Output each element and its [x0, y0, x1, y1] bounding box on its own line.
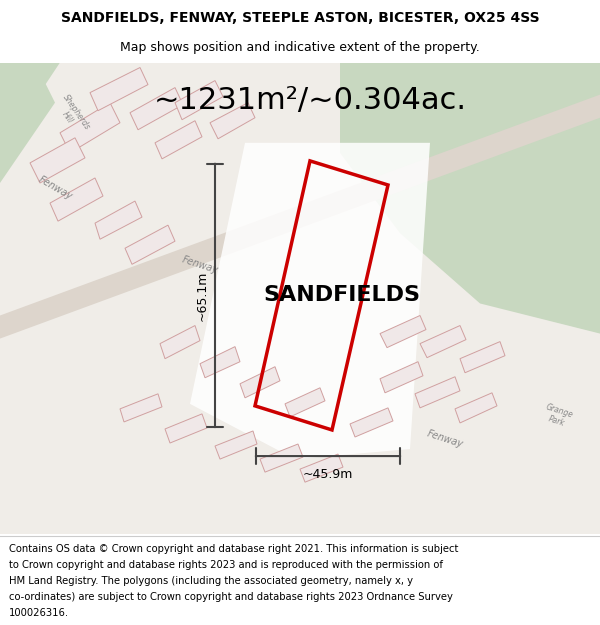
Polygon shape	[175, 81, 223, 120]
Polygon shape	[155, 121, 202, 159]
Polygon shape	[190, 143, 430, 459]
Text: co-ordinates) are subject to Crown copyright and database rights 2023 Ordnance S: co-ordinates) are subject to Crown copyr…	[9, 592, 453, 602]
Polygon shape	[415, 377, 460, 408]
Polygon shape	[215, 431, 257, 459]
Text: Fenway: Fenway	[36, 174, 74, 202]
Text: ~45.9m: ~45.9m	[303, 468, 353, 481]
Polygon shape	[125, 225, 175, 264]
Polygon shape	[60, 102, 120, 153]
Polygon shape	[455, 393, 497, 423]
Polygon shape	[30, 138, 85, 183]
Text: Grange
Park: Grange Park	[542, 402, 574, 429]
Text: ~1231m²/~0.304ac.: ~1231m²/~0.304ac.	[154, 86, 467, 115]
Polygon shape	[300, 454, 343, 482]
Polygon shape	[380, 362, 423, 393]
Text: Fenway: Fenway	[425, 429, 464, 449]
Polygon shape	[0, 62, 60, 153]
Text: Contains OS data © Crown copyright and database right 2021. This information is : Contains OS data © Crown copyright and d…	[9, 544, 458, 554]
Polygon shape	[200, 347, 240, 378]
Polygon shape	[380, 316, 426, 348]
Text: to Crown copyright and database rights 2023 and is reproduced with the permissio: to Crown copyright and database rights 2…	[9, 560, 443, 570]
Text: ~65.1m: ~65.1m	[196, 270, 209, 321]
Polygon shape	[95, 201, 142, 239]
Polygon shape	[0, 62, 55, 183]
Polygon shape	[260, 444, 303, 472]
Polygon shape	[240, 367, 280, 398]
Polygon shape	[130, 88, 183, 130]
Text: 100026316.: 100026316.	[9, 609, 69, 619]
Polygon shape	[0, 94, 600, 339]
Text: Map shows position and indicative extent of the property.: Map shows position and indicative extent…	[120, 41, 480, 54]
Polygon shape	[285, 388, 325, 417]
Polygon shape	[210, 102, 255, 139]
Text: Shepherds
Hill: Shepherds Hill	[52, 92, 92, 137]
Polygon shape	[165, 414, 207, 443]
Text: SANDFIELDS: SANDFIELDS	[263, 286, 421, 306]
Text: HM Land Registry. The polygons (including the associated geometry, namely x, y: HM Land Registry. The polygons (includin…	[9, 576, 413, 586]
Polygon shape	[350, 408, 393, 437]
Text: Fenway: Fenway	[181, 255, 220, 276]
Polygon shape	[160, 326, 200, 359]
Polygon shape	[460, 342, 505, 372]
Polygon shape	[90, 68, 148, 111]
Polygon shape	[340, 62, 600, 334]
Polygon shape	[50, 178, 103, 221]
Polygon shape	[420, 326, 466, 357]
Text: SANDFIELDS, FENWAY, STEEPLE ASTON, BICESTER, OX25 4SS: SANDFIELDS, FENWAY, STEEPLE ASTON, BICES…	[61, 11, 539, 26]
Polygon shape	[120, 394, 162, 422]
